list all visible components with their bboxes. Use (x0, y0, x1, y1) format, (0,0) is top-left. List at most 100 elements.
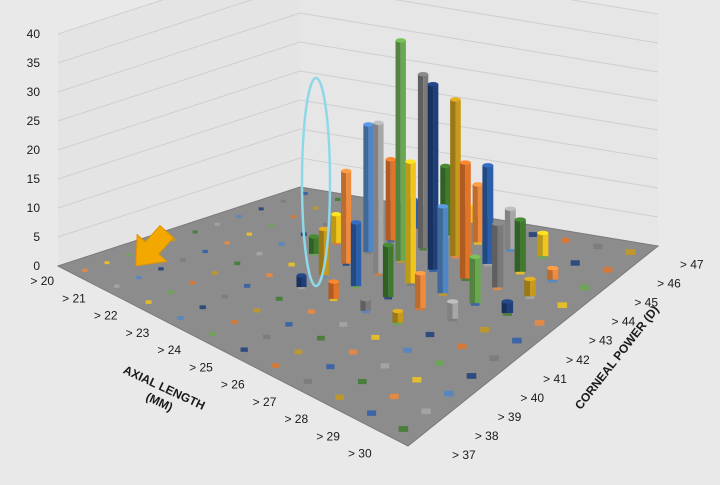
floor-marker (348, 349, 357, 355)
floor-marker (272, 363, 280, 368)
floor-marker (480, 326, 490, 333)
floor-marker (403, 347, 412, 353)
bar-top (373, 120, 384, 125)
floor-marker (398, 426, 409, 432)
floor-marker (262, 334, 271, 340)
floor-marker (357, 378, 367, 385)
floor-marker (339, 322, 348, 327)
y-tick-label: > 40 (520, 391, 544, 405)
floor-marker (290, 215, 297, 219)
z-tick-label: 15 (27, 172, 41, 186)
y-tick-label: > 47 (680, 257, 704, 271)
bar (341, 168, 352, 264)
bar (328, 279, 339, 299)
floor-marker (268, 223, 275, 228)
bar-front (346, 170, 352, 264)
bar-front (410, 161, 416, 284)
floor-marker (307, 309, 315, 314)
bar (482, 163, 494, 264)
bar-front (356, 222, 362, 287)
floor-marker (380, 363, 390, 369)
bar-top (472, 182, 484, 187)
bar-top (537, 230, 549, 236)
floor-marker (243, 283, 251, 288)
bar-front (542, 232, 549, 257)
bar-front (420, 273, 426, 308)
floor-marker (234, 261, 241, 266)
bar-side (546, 268, 553, 280)
z-axis-ticks: 0 5 10 15 20 25 30 35 40 (27, 27, 41, 273)
bar-top (482, 163, 494, 168)
bar (331, 211, 342, 244)
bar-top (341, 168, 352, 174)
floor-marker (444, 390, 454, 397)
bar-front (433, 84, 439, 270)
bar-top (318, 226, 329, 232)
bar (492, 221, 504, 288)
bar (446, 299, 459, 319)
bar-side (331, 214, 337, 244)
bar-side (450, 99, 456, 257)
bar (469, 254, 481, 304)
bar-side (504, 208, 511, 250)
y-tick-label: > 43 (589, 334, 613, 348)
floor-marker (240, 347, 248, 352)
chart-walls (58, 0, 658, 266)
bar (440, 163, 451, 236)
gridline (57, 41, 659, 122)
back-wall-left (58, 0, 300, 266)
bar-front (336, 214, 342, 244)
gridline (57, 70, 659, 151)
bar (546, 265, 559, 280)
bar-side (492, 223, 498, 288)
floor-marker (212, 271, 219, 275)
floor-marker (528, 232, 537, 238)
bar-front (477, 184, 484, 243)
floor-marker (317, 335, 325, 341)
x-axis-ticks: > 20 > 21 > 22 > 23 > 24 > 25 > 26 > 27 > 28 > 29… (30, 274, 372, 461)
gridline (57, 128, 659, 209)
bar (395, 38, 406, 261)
floor-marker (278, 242, 285, 246)
floor-marker (312, 206, 319, 210)
floor-marker (136, 275, 142, 280)
bar-front (497, 223, 504, 288)
bar-side (328, 281, 334, 299)
y-tick-label: > 45 (634, 296, 658, 310)
bar-top (417, 72, 429, 77)
floor-marker (412, 377, 422, 383)
y-tick-label: > 44 (612, 315, 636, 329)
bar-front (423, 74, 429, 249)
floor-marker (389, 393, 399, 400)
bar-side (469, 256, 476, 304)
floor-marker (202, 249, 208, 254)
bar-front (455, 99, 461, 257)
bar-side (308, 236, 314, 254)
bar-front (400, 40, 406, 261)
floor-marker (126, 253, 132, 257)
bar-side (373, 122, 379, 274)
floor-marker (208, 331, 216, 336)
bar-top (405, 159, 416, 164)
floor-marker (167, 290, 174, 295)
floor-marker (180, 258, 186, 262)
bar-top (469, 254, 481, 259)
bar-side (405, 161, 411, 284)
floor-marker (158, 267, 164, 271)
bar-top (363, 122, 374, 127)
floor-marker (214, 222, 220, 226)
bar (501, 299, 514, 314)
floor-marker (335, 394, 345, 400)
floor-marker (310, 251, 318, 256)
bar-top (395, 38, 406, 43)
bar (308, 234, 319, 254)
floor-marker (104, 261, 110, 265)
floor-marker (145, 300, 152, 304)
bar (472, 182, 484, 243)
floor-marker (425, 331, 435, 338)
bar-side (360, 299, 366, 311)
bar-front (388, 244, 394, 298)
bar-top (446, 299, 459, 304)
floor-marker (177, 316, 184, 320)
floor-marker (466, 373, 477, 379)
